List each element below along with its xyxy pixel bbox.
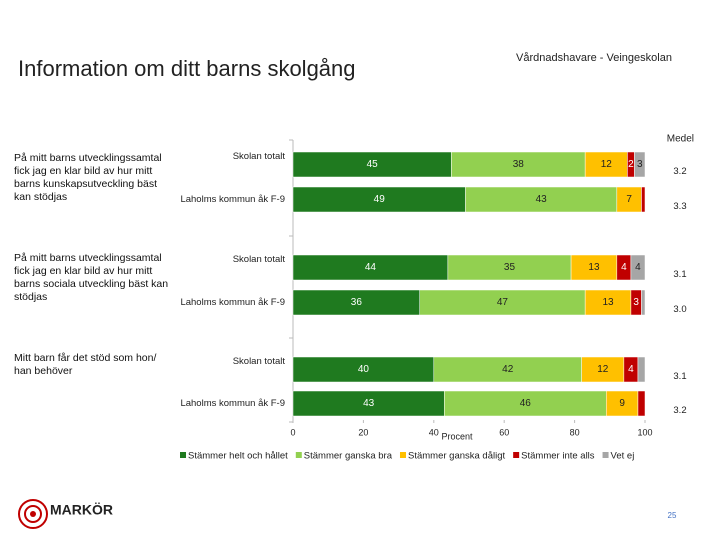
legend-swatch (295, 452, 302, 458)
row-label: Skolan totalt (233, 254, 286, 265)
legend-swatch (602, 452, 609, 458)
legend-label: Vet ej (611, 451, 635, 462)
bar-segment (641, 289, 646, 316)
medel-value: 3.2 (673, 166, 686, 177)
medel-value: 3.2 (673, 405, 686, 416)
x-tick-label: 100 (637, 427, 652, 437)
question-label: kan stödjas (14, 191, 67, 203)
question-label: På mitt barns utvecklingssamtal (14, 252, 162, 264)
value-label: 35 (504, 262, 516, 273)
x-tick-label: 80 (570, 427, 580, 437)
medel-value: 3.1 (673, 269, 686, 280)
value-label: 12 (601, 159, 613, 170)
row-label: Skolan totalt (233, 151, 286, 162)
question-label: han behöver (14, 365, 73, 377)
medel-value: 3.1 (673, 371, 686, 382)
bar-segment (570, 254, 618, 281)
bar-segment (447, 254, 572, 281)
value-label: 49 (374, 194, 386, 205)
value-label: 44 (365, 262, 377, 273)
bar-segment (419, 289, 586, 316)
bar-segment (616, 186, 642, 213)
value-label: 4 (628, 364, 634, 375)
question-label: fick jag en klar bild av hur mitt (14, 265, 152, 277)
question-label: stödjas (14, 291, 47, 303)
question-label: fick jag en klar bild av hur mitt (14, 165, 152, 177)
value-label: 46 (520, 398, 532, 409)
question-label: Mitt barn får det stöd som hon/ (14, 352, 156, 364)
bar-segment (634, 151, 646, 178)
legend-swatch (513, 452, 520, 458)
value-label: 3 (637, 159, 643, 170)
bar-segment (292, 289, 420, 316)
value-label: 13 (602, 297, 614, 308)
value-label: 40 (358, 364, 370, 375)
value-label: 4 (621, 262, 627, 273)
medel-value: 3.3 (673, 201, 686, 212)
legend-label: Stämmer ganska bra (304, 451, 393, 462)
bar-segment (292, 151, 452, 178)
legend-swatch (180, 452, 186, 458)
bar-segment (641, 186, 646, 213)
question-label: barns kunskapsutveckling bäst (14, 178, 157, 190)
bar-segment (584, 151, 628, 178)
bar-segment (581, 356, 625, 383)
medel-value: 3.0 (673, 304, 686, 315)
logo-dot (30, 511, 36, 517)
bar-segment (637, 356, 646, 383)
x-axis-label: Procent (441, 431, 473, 441)
value-label: 45 (367, 159, 379, 170)
value-label: 36 (351, 297, 363, 308)
bar-segment (637, 390, 646, 417)
subtitle: Vårdnadshavare - Veingeskolan (516, 52, 672, 64)
x-tick-label: 0 (290, 427, 295, 437)
logo-ring (24, 505, 42, 523)
legend-swatch (399, 452, 406, 458)
bar-segment (292, 254, 449, 281)
value-label: 38 (513, 159, 525, 170)
medel-title: Medel (667, 134, 694, 145)
row-label: Laholms kommun åk F-9 (180, 398, 285, 409)
logo-text: MARKÖR (50, 502, 113, 518)
row-label: Skolan totalt (233, 356, 286, 367)
value-label: 2 (628, 159, 634, 170)
bar-segment (292, 390, 445, 417)
legend-label: Stämmer inte alls (521, 451, 595, 462)
row-label: Laholms kommun åk F-9 (180, 194, 285, 205)
legend-label: Stämmer helt och hållet (188, 451, 288, 462)
value-label: 3 (633, 297, 639, 308)
value-label: 43 (363, 398, 375, 409)
logo: MARKÖR (18, 499, 113, 529)
title: Information om ditt barns skolgång (18, 56, 356, 81)
question-label: barns sociala utveckling bäst kan (14, 278, 168, 290)
page-number: 25 (668, 511, 677, 520)
row-label: Laholms kommun åk F-9 (180, 297, 285, 308)
bar-segment (433, 356, 582, 383)
value-label: 42 (502, 364, 514, 375)
value-label: 47 (497, 297, 509, 308)
value-label: 9 (619, 398, 625, 409)
bar-segment (584, 289, 632, 316)
x-tick-label: 60 (499, 427, 509, 437)
bar-segment (630, 254, 646, 281)
value-label: 43 (536, 194, 548, 205)
bar-segment (292, 356, 435, 383)
value-label: 13 (588, 262, 600, 273)
bar-segment (606, 390, 639, 417)
legend-label: Stämmer ganska dåligt (408, 451, 506, 462)
value-label: 12 (597, 364, 609, 375)
bar-segment (451, 151, 586, 178)
x-tick-label: 40 (429, 427, 439, 437)
logo-ring (18, 499, 48, 529)
value-label: 4 (635, 262, 641, 273)
question-label: På mitt barns utvecklingssamtal (14, 152, 162, 164)
value-label: 7 (626, 194, 632, 205)
x-tick-label: 20 (358, 427, 368, 437)
